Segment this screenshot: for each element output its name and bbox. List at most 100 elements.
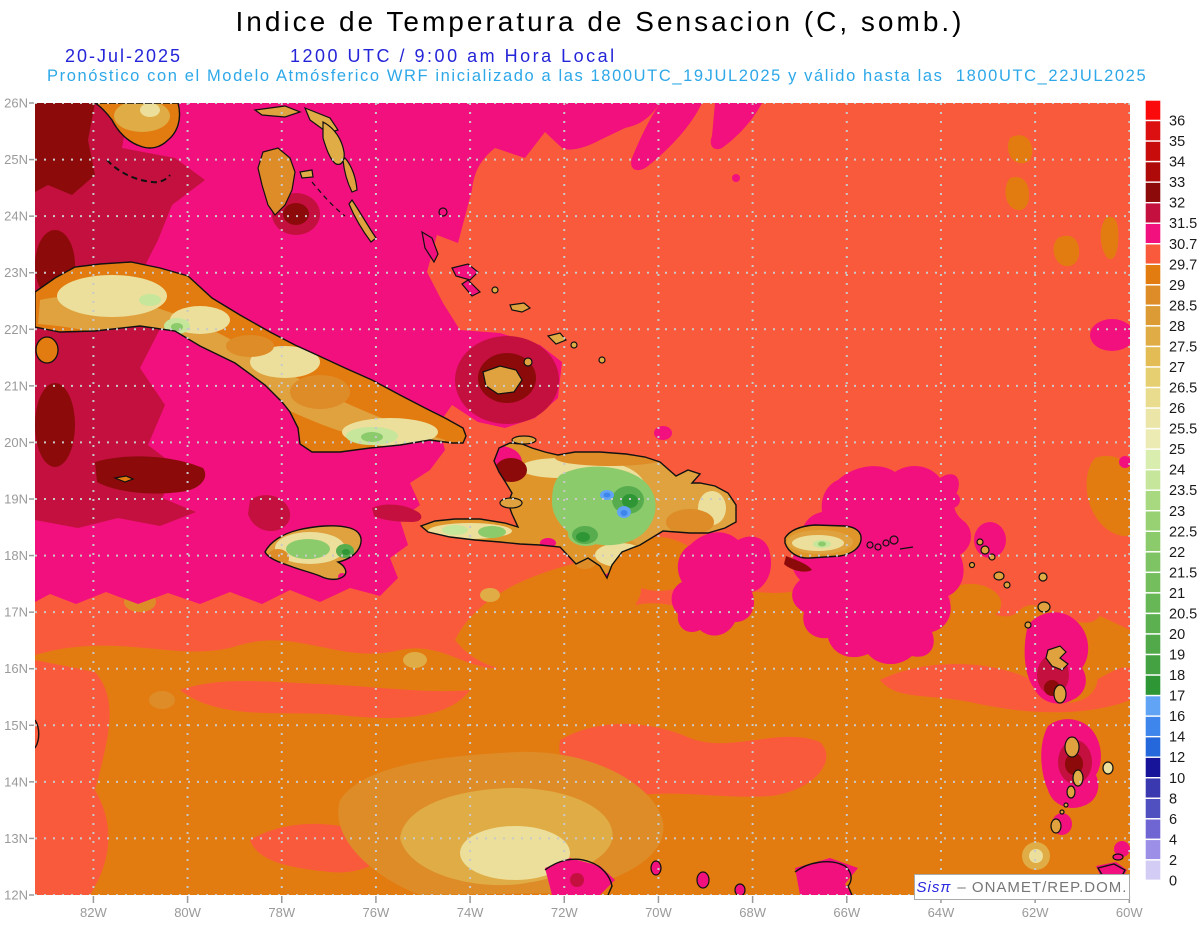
colorbar-cell — [1144, 694, 1162, 717]
colorbar-tick-label: 25.5 — [1169, 422, 1197, 438]
lat-tick-label: 20N — [4, 435, 28, 450]
colorbar-tick-label: 26 — [1169, 401, 1185, 417]
colorbar-cell — [1144, 551, 1162, 574]
colorbar-tick-label: 20.5 — [1169, 606, 1197, 622]
colorbar-tick-label: 28 — [1169, 319, 1185, 335]
colorbar-tick-label: 22.5 — [1169, 524, 1197, 540]
colorbar-tick-label: 17 — [1169, 689, 1185, 705]
colorbar-tick-label: 30.7 — [1169, 237, 1197, 253]
colorbar-tick-label: 14 — [1169, 730, 1185, 746]
lat-tick-label: 21N — [4, 378, 28, 393]
colorbar-legend: 363534333231.530.729.72928.52827.52726.5… — [1144, 99, 1197, 902]
colorbar-cell — [1144, 818, 1162, 841]
colorbar-tick-label: 22 — [1169, 545, 1185, 561]
colorbar-tick-label: 0 — [1169, 873, 1177, 889]
colorbar-tick-label: 8 — [1169, 791, 1177, 807]
lat-tick-label: 13N — [4, 831, 28, 846]
colorbar-cell — [1144, 119, 1162, 142]
colorbar-tick-label: 29 — [1169, 278, 1185, 294]
colorbar-cell — [1144, 386, 1162, 409]
heat-index-field — [35, 103, 1130, 895]
colorbar-tick-label: 21.5 — [1169, 565, 1197, 581]
colorbar-cell — [1144, 859, 1162, 882]
colorbar-cell — [1144, 304, 1162, 327]
colorbar-cell — [1144, 633, 1162, 656]
lon-tick-label: 78W — [268, 905, 295, 920]
colorbar-cell — [1144, 530, 1162, 553]
colorbar-cell — [1144, 879, 1162, 902]
colorbar-cell — [1144, 427, 1162, 450]
lon-tick-label: 82W — [80, 905, 107, 920]
colorbar-cell — [1144, 201, 1162, 224]
lat-tick-label: 25N — [4, 152, 28, 167]
colorbar-tick-label: 19 — [1169, 648, 1185, 664]
colorbar-cell — [1144, 674, 1162, 697]
colorbar-tick-label: 36 — [1169, 114, 1185, 130]
colorbar-tick-label: 16 — [1169, 709, 1185, 725]
colorbar-cell — [1144, 612, 1162, 635]
model-init-line: Pronóstico con el Modelo Atmósferico WRF… — [47, 67, 1148, 85]
colorbar-tick-label: 29.7 — [1169, 257, 1197, 273]
lesser-antilles — [866, 535, 1124, 861]
colorbar-cell — [1144, 735, 1162, 758]
colorbar-tick-label: 12 — [1169, 750, 1185, 766]
attribution-box: Sisπ – ONAMET/REP.DOM. — [914, 874, 1130, 900]
lon-tick-label: 64W — [928, 905, 955, 920]
colorbar-cell — [1144, 715, 1162, 738]
lon-tick-label: 70W — [645, 905, 672, 920]
lon-tick-label: 60W — [1116, 905, 1143, 920]
florida-keys — [106, 159, 171, 184]
colorbar-cell — [1144, 160, 1162, 183]
colorbar-tick-label: 25 — [1169, 442, 1185, 458]
colorbar-tick-label: 10 — [1169, 771, 1185, 787]
colorbar-cell — [1144, 510, 1162, 532]
hotspot-sw-pr — [784, 556, 812, 572]
lat-tick-label: 12N — [4, 887, 28, 902]
colorbar-cell — [1144, 797, 1162, 820]
page-title: Indice de Temperatura de Sensacion (C, s… — [235, 6, 965, 37]
gonave-island — [499, 497, 523, 509]
colorbar-cell — [1144, 838, 1162, 861]
lat-tick-label: 15N — [4, 718, 28, 733]
forecast-time: 1200 UTC / 9:00 am Hora Local — [290, 46, 617, 66]
colorbar-cell — [1144, 325, 1162, 348]
colorbar-cell — [1144, 756, 1162, 779]
colorbar-cell — [1144, 222, 1162, 245]
colorbar-tick-label: 28.5 — [1169, 298, 1197, 314]
colorbar-tick-label: 34 — [1169, 155, 1185, 171]
colorbar-tick-label: 32 — [1169, 196, 1185, 212]
colorbar-tick-label: 33 — [1169, 175, 1185, 191]
graticule — [35, 103, 1130, 895]
attribution-org: – ONAMET/REP.DOM. — [957, 878, 1128, 896]
lat-tick-label: 22N — [4, 322, 28, 337]
colorbar-tick-label: 20 — [1169, 627, 1185, 643]
lat-tick-label: 17N — [4, 605, 28, 620]
colorbar-cell — [1144, 777, 1162, 799]
lon-tick-label: 68W — [739, 905, 766, 920]
sispi-logo: Sisπ — [916, 878, 952, 896]
colorbar-tick-label: 26.5 — [1169, 381, 1197, 397]
colorbar-cell — [1144, 571, 1162, 594]
colorbar-cell — [1144, 592, 1162, 615]
lon-tick-label: 62W — [1022, 905, 1049, 920]
colorbar-cell — [1144, 263, 1162, 286]
colorbar-tick-label: 2 — [1169, 853, 1177, 869]
axis-labels: 26N 25N 24N 23N 22N 21N 20N 19N 18N 17N 16N 15N 14N 1… — [4, 96, 1143, 921]
lon-tick-label: 72W — [551, 905, 578, 920]
lat-tick-label: 24N — [4, 209, 28, 224]
abc-islands — [650, 860, 746, 895]
colorbar-cell — [1144, 140, 1162, 163]
colorbar-tick-label: 18 — [1169, 668, 1185, 684]
lat-tick-label: 19N — [4, 491, 28, 506]
colorbar-tick-label: 23 — [1169, 504, 1185, 520]
colorbar-tick-label: 23.5 — [1169, 483, 1197, 499]
colorbar-cell — [1144, 468, 1162, 491]
colorbar-tick-label: 35 — [1169, 134, 1185, 150]
forecast-date: 20-Jul-2025 — [65, 46, 183, 66]
lat-tick-label: 23N — [4, 265, 28, 280]
colorbar-cell — [1144, 407, 1162, 430]
lat-tick-label: 18N — [4, 548, 28, 563]
isla-juventud — [35, 336, 59, 364]
